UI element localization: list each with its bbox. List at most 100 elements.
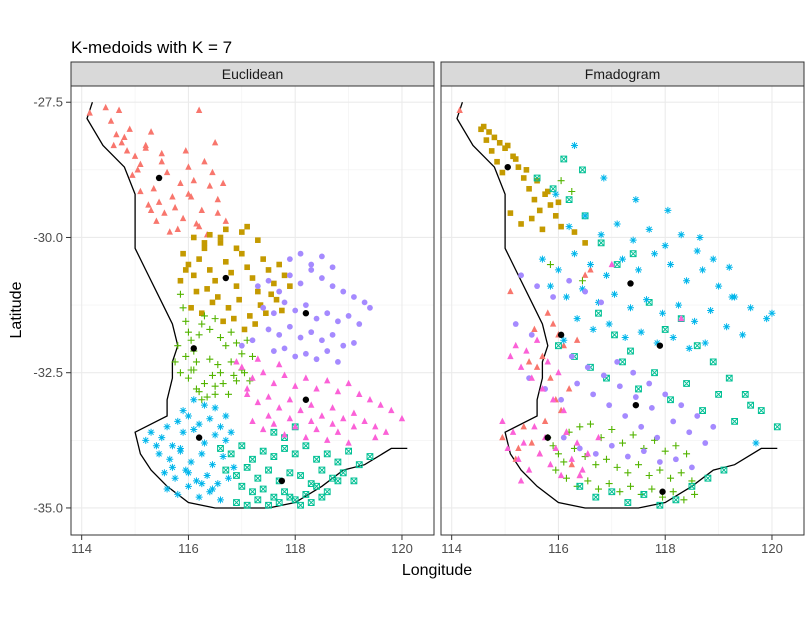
data-point	[699, 266, 707, 274]
data-point	[592, 450, 599, 457]
data-point	[723, 323, 731, 331]
data-point	[297, 501, 304, 509]
data-point	[216, 423, 224, 431]
panel-background	[71, 86, 434, 535]
data-point	[212, 277, 218, 284]
grid-lines	[441, 86, 804, 535]
data-point	[297, 334, 304, 341]
data-point	[662, 391, 669, 398]
data-point	[238, 482, 246, 490]
data-point	[659, 309, 667, 317]
data-point	[238, 342, 245, 349]
data-point	[184, 374, 192, 382]
data-point	[683, 450, 691, 458]
data-point	[147, 128, 155, 135]
data-point	[177, 179, 184, 186]
data-point	[624, 469, 632, 477]
x-tick-label: 114	[441, 541, 462, 556]
data-point	[276, 261, 282, 268]
data-point	[193, 288, 200, 295]
x-tick-label: 114	[71, 541, 92, 556]
data-point	[230, 371, 238, 379]
data-point	[678, 314, 685, 322]
data-point	[222, 466, 230, 474]
data-point	[243, 385, 251, 392]
data-point	[520, 175, 527, 181]
data-point	[715, 390, 722, 398]
data-point	[621, 334, 629, 342]
data-point	[292, 423, 299, 430]
data-point	[627, 347, 634, 355]
data-point	[646, 380, 653, 387]
data-point	[562, 293, 570, 301]
data-point	[488, 148, 495, 154]
data-point	[233, 472, 240, 479]
data-point	[176, 290, 184, 298]
data-point	[568, 455, 575, 462]
data-point	[179, 407, 187, 415]
data-point	[313, 482, 320, 490]
data-point	[629, 431, 637, 439]
data-point	[188, 304, 194, 311]
data-point	[224, 474, 232, 482]
data-point	[217, 445, 224, 452]
data-point	[345, 447, 352, 455]
data-point	[694, 413, 701, 419]
data-point	[683, 277, 691, 285]
data-point	[725, 263, 733, 271]
data-point	[619, 439, 626, 447]
data-point	[614, 358, 621, 365]
data-point	[654, 434, 661, 441]
data-point	[121, 133, 128, 140]
data-point	[528, 215, 535, 222]
data-point	[308, 329, 315, 336]
data-point	[161, 209, 168, 216]
data-point	[244, 264, 250, 271]
data-point	[196, 256, 202, 262]
data-point	[595, 309, 602, 317]
data-point	[350, 409, 358, 416]
data-point	[656, 466, 664, 474]
data-point	[198, 480, 206, 488]
data-point	[208, 461, 216, 469]
data-point	[206, 231, 213, 238]
data-point	[281, 445, 288, 452]
data-point	[291, 450, 299, 458]
data-point	[313, 455, 320, 463]
data-point	[265, 412, 272, 419]
data-point	[579, 166, 586, 174]
y-tick-label: -35.0	[33, 500, 63, 515]
data-point	[334, 387, 342, 395]
data-point	[233, 358, 240, 365]
data-point	[586, 420, 594, 428]
data-point	[217, 234, 224, 241]
data-point	[224, 390, 232, 398]
chart-title: K-medoids with K = 7	[71, 38, 232, 57]
data-point	[582, 288, 589, 295]
data-point	[281, 299, 288, 306]
data-point	[195, 331, 203, 339]
data-point	[195, 106, 203, 113]
data-point	[640, 491, 648, 498]
data-point	[236, 296, 242, 303]
data-point	[137, 160, 144, 168]
medoids	[504, 163, 666, 495]
data-point	[176, 444, 184, 452]
data-point	[195, 420, 203, 428]
data-point	[557, 471, 565, 479]
data-point	[203, 471, 211, 479]
data-point	[584, 450, 592, 457]
data-point	[702, 440, 709, 446]
data-point	[270, 420, 278, 427]
data-point	[590, 391, 597, 398]
data-point	[773, 423, 781, 431]
data-point	[560, 458, 568, 466]
data-point	[372, 423, 379, 430]
data-point	[725, 374, 733, 382]
data-point	[554, 266, 562, 274]
data-point	[286, 395, 294, 403]
data-point	[502, 145, 508, 152]
data-point	[606, 402, 613, 409]
data-point	[155, 450, 163, 458]
data-point	[547, 202, 554, 208]
